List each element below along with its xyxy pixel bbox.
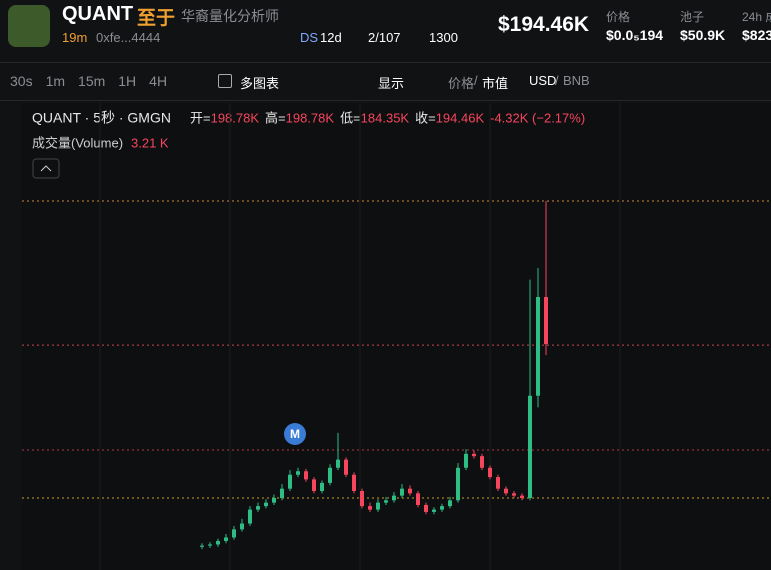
candle-body [408, 488, 412, 494]
candle-body [488, 467, 492, 478]
candle-body [360, 491, 364, 507]
price-toggle[interactable]: 价格 [448, 76, 475, 91]
chart-title: QUANT · 5秒 · GMGN [32, 110, 171, 126]
candle-body [288, 474, 292, 489]
views: 1300 [429, 30, 458, 45]
mcap-toggle[interactable]: 市值 [482, 76, 509, 91]
candle-body [472, 453, 476, 457]
stat-value: $50.9K [680, 27, 726, 43]
symbol: QUANT [62, 3, 134, 25]
candle-body [456, 467, 460, 501]
candle-body [496, 477, 500, 489]
interval[interactable]: 15m [78, 73, 106, 89]
candle-body [320, 482, 324, 492]
intervals: 30s 1m 15m 1H 4H [10, 73, 180, 89]
interval[interactable]: 4H [149, 73, 168, 89]
ohlc-legend: 开= 198.78K 高= 198.78K 低= 184.35K 收= 194.46K -4.3… [190, 110, 585, 125]
ohlc-value: 198.78K [211, 110, 260, 125]
address[interactable]: 0xfe...4444 [96, 30, 161, 45]
candle-body [312, 479, 316, 492]
collapse-icon [40, 165, 52, 172]
candle-body [272, 497, 276, 503]
sep: / [474, 73, 478, 88]
candle-body [368, 506, 372, 510]
stat-value: $823 [742, 27, 771, 43]
checkbox[interactable] [218, 74, 232, 88]
candle-body [440, 506, 444, 510]
sep: / [555, 73, 559, 88]
candle-body [264, 502, 268, 507]
candle-body [328, 467, 332, 483]
candle-body [280, 488, 284, 498]
candle-body [432, 509, 436, 512]
volume-value: 3.21 K [131, 135, 169, 150]
candle-body [248, 509, 252, 524]
candle-body [200, 545, 204, 547]
candle-body [512, 493, 516, 496]
interval[interactable]: 1m [45, 73, 66, 89]
candle-body [424, 504, 428, 512]
candle-body [344, 459, 348, 475]
holders: 2/107 [368, 30, 401, 45]
stat-label: 池子 [680, 10, 705, 24]
ohlc-label: 收= [415, 110, 436, 125]
market-cap: $194.46K [498, 13, 590, 36]
collapse-button[interactable] [32, 158, 60, 179]
candle-body [216, 540, 220, 545]
candle-body [528, 395, 532, 498]
plot-bg [22, 103, 771, 570]
ds-age: 12d [320, 30, 342, 45]
marker-bubble[interactable] [284, 423, 306, 445]
avatar[interactable] [8, 5, 50, 47]
display[interactable]: 显示 [378, 76, 405, 91]
candle-body [296, 471, 300, 475]
candle-body [304, 471, 308, 480]
usd[interactable]: USD [529, 73, 557, 88]
candle-body [520, 495, 524, 498]
candle-body [544, 297, 548, 345]
volume-label: 成交量(Volume) [32, 135, 123, 150]
ohlc-label: 开= [190, 110, 211, 125]
candle-body [504, 488, 508, 494]
change: -4.32K (−2.17%) [490, 110, 585, 125]
candle-body [384, 500, 388, 503]
divider [0, 62, 771, 63]
candle-body [352, 474, 356, 492]
candle-body [336, 459, 340, 468]
candle-body [400, 488, 404, 496]
divider [0, 100, 771, 101]
ohlc-label: 低= [340, 110, 361, 125]
candle-body [240, 523, 244, 530]
ohlc-value: 184.35K [361, 110, 410, 125]
interval[interactable]: 1H [118, 73, 137, 89]
candle-body [208, 544, 212, 546]
ds[interactable]: DS [300, 30, 319, 45]
interval[interactable]: 30s [10, 73, 33, 89]
candle-body [224, 537, 228, 541]
stat-label: 价格 [606, 10, 631, 24]
ohlc-value: 198.78K [286, 110, 335, 125]
token-name: 至于 [137, 8, 176, 29]
marker-label: M [290, 427, 300, 441]
ohlc-label: 高= [265, 110, 286, 125]
stat-value: $0.0₅194 [606, 27, 664, 43]
ohlc-value: 194.46K [436, 110, 485, 125]
candle-body [448, 500, 452, 507]
bnb[interactable]: BNB [563, 73, 590, 88]
candle-body [232, 529, 236, 538]
candle-body [536, 297, 540, 396]
candle-body [256, 506, 260, 510]
age: 19m [62, 30, 88, 45]
candle-body [392, 495, 396, 501]
subtitle: 华裔量化分析师 [181, 8, 279, 24]
multi-chart[interactable]: 多图表 [240, 76, 280, 91]
candle-body [480, 456, 484, 468]
stat-label: 24h 成 [742, 10, 771, 24]
candle-body [376, 502, 380, 510]
candle-body [464, 453, 468, 468]
candle-body [416, 493, 420, 505]
